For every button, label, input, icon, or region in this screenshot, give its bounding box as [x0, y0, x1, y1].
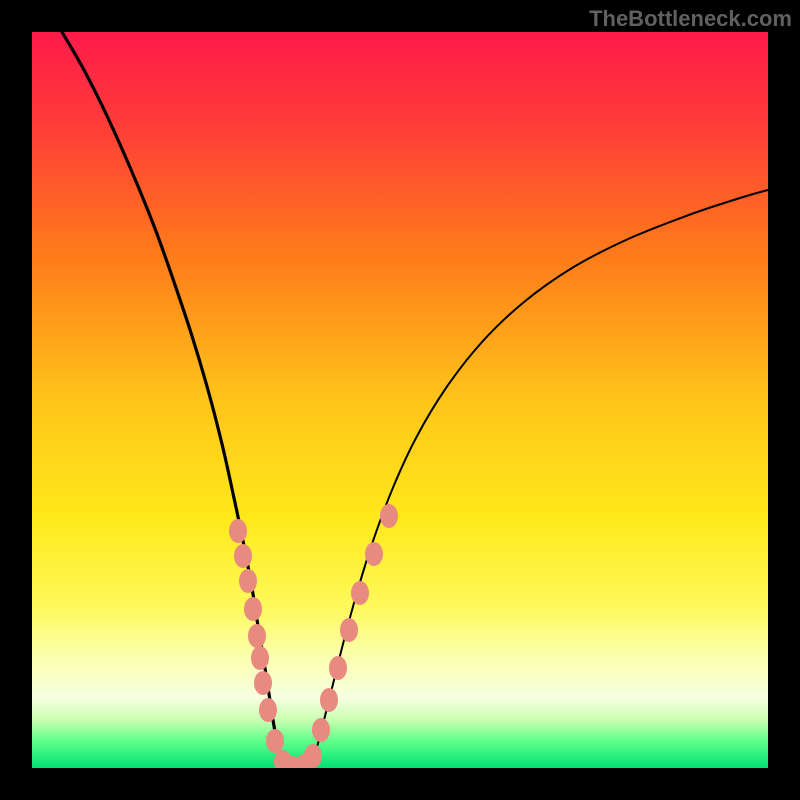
marker-dot [244, 597, 262, 621]
marker-dot [312, 718, 330, 742]
marker-dot [229, 519, 247, 543]
marker-dot [248, 624, 266, 648]
marker-dot [304, 744, 322, 768]
marker-dot [340, 618, 358, 642]
marker-dot [329, 656, 347, 680]
marker-dot [380, 504, 398, 528]
marker-dot [266, 729, 284, 753]
marker-dot [259, 698, 277, 722]
marker-dot [239, 569, 257, 593]
chart-svg [0, 0, 800, 800]
marker-dot [234, 544, 252, 568]
marker-dot [254, 671, 272, 695]
marker-dot [251, 646, 269, 670]
marker-dot [365, 542, 383, 566]
gradient-field [32, 32, 768, 768]
watermark-text: TheBottleneck.com [589, 6, 792, 32]
chart-root: TheBottleneck.com [0, 0, 800, 800]
marker-dot [320, 688, 338, 712]
marker-dot [351, 581, 369, 605]
